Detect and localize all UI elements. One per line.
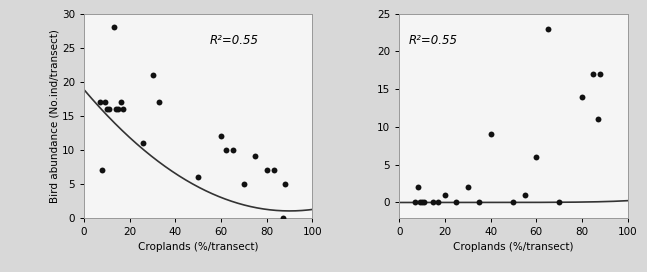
Point: [412, 185, 422, 190]
Point: [415, 200, 425, 205]
Point: [595, 72, 606, 76]
Point: [216, 134, 226, 138]
Point: [593, 117, 603, 122]
Point: [261, 168, 272, 172]
Point: [227, 147, 237, 152]
Point: [576, 95, 587, 99]
Point: [463, 185, 473, 190]
Point: [95, 100, 105, 104]
Point: [440, 193, 450, 197]
Point: [474, 200, 485, 205]
Point: [410, 200, 421, 205]
Point: [148, 73, 158, 77]
Point: [509, 200, 519, 205]
Point: [104, 107, 115, 111]
Point: [250, 154, 261, 159]
Point: [113, 107, 124, 111]
Point: [118, 107, 128, 111]
Point: [269, 168, 279, 172]
Point: [417, 200, 427, 205]
Point: [111, 107, 121, 111]
Point: [115, 100, 126, 104]
Text: R²=0.55: R²=0.55: [210, 34, 259, 47]
Point: [554, 200, 564, 205]
Point: [520, 193, 530, 197]
Point: [193, 175, 203, 179]
Point: [588, 72, 598, 76]
Point: [451, 200, 461, 205]
Point: [97, 168, 107, 172]
Point: [278, 215, 288, 220]
Point: [154, 100, 164, 104]
Point: [485, 132, 496, 137]
Point: [221, 147, 231, 152]
Point: [100, 100, 110, 104]
Point: [239, 181, 249, 186]
Point: [542, 27, 553, 31]
Point: [138, 141, 149, 145]
X-axis label: Croplands (%/transect): Croplands (%/transect): [138, 242, 259, 252]
Point: [433, 200, 443, 205]
Point: [280, 181, 291, 186]
X-axis label: Croplands (%/transect): Croplands (%/transect): [453, 242, 574, 252]
Point: [428, 200, 439, 205]
Y-axis label: Bird abundance (No.ind/transect): Bird abundance (No.ind/transect): [49, 29, 59, 203]
Point: [419, 200, 430, 205]
Point: [109, 25, 119, 29]
Point: [531, 155, 542, 159]
Point: [102, 107, 112, 111]
Text: R²=0.55: R²=0.55: [408, 34, 457, 47]
